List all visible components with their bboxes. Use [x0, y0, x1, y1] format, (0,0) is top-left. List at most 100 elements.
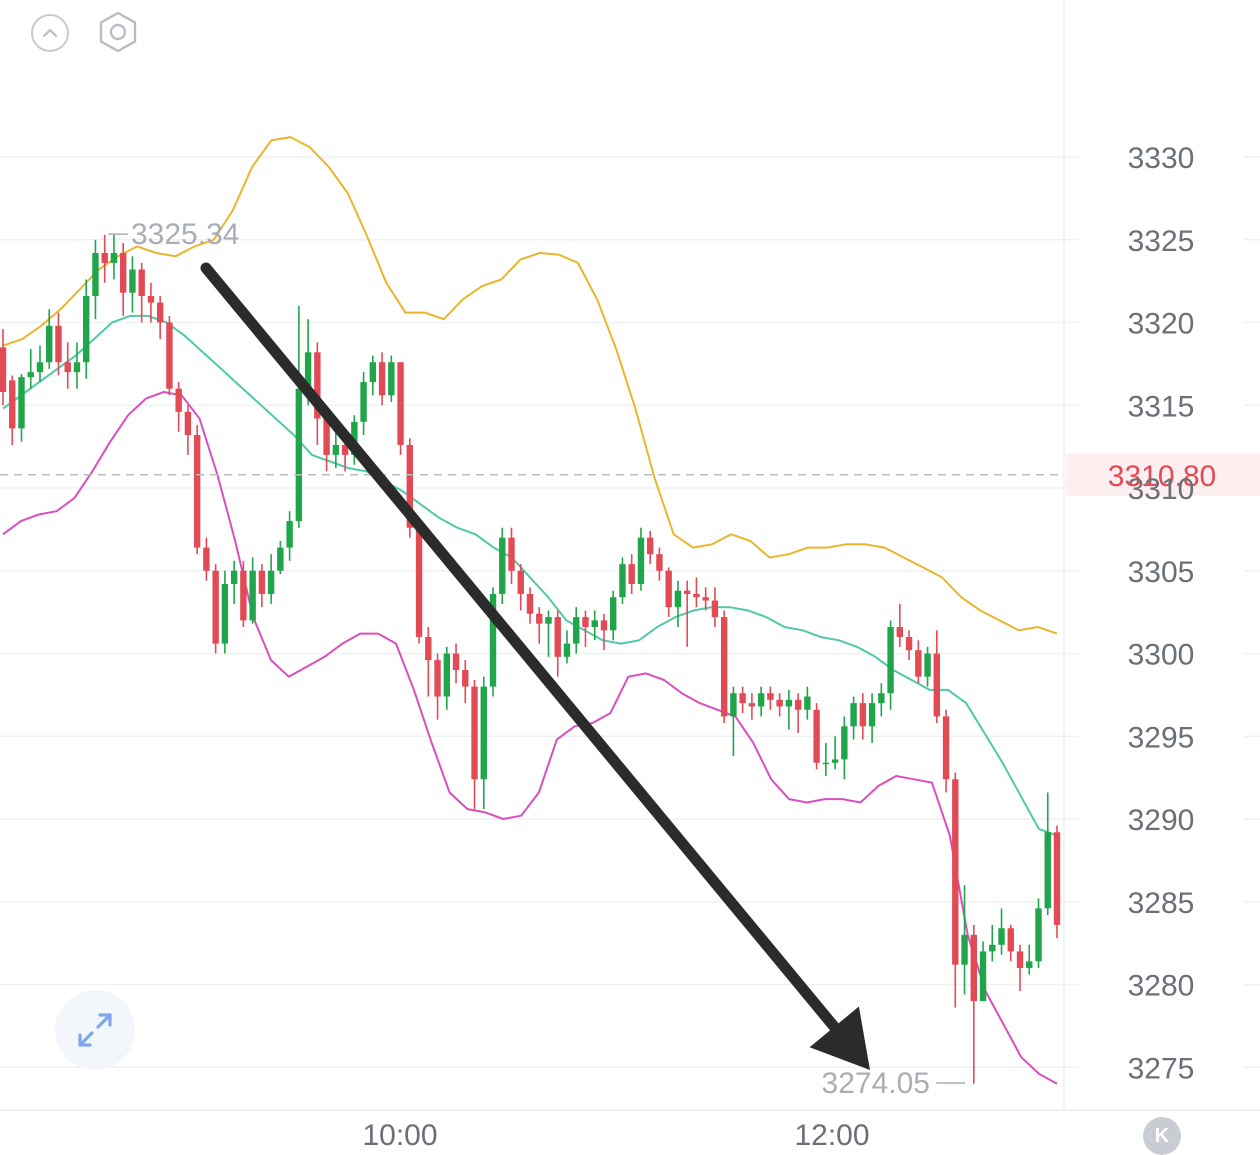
- candle: [656, 547, 663, 581]
- candle-body: [554, 617, 561, 657]
- candles: [0, 234, 1061, 1084]
- candle-body: [240, 570, 247, 621]
- candle-body: [517, 570, 524, 594]
- candle: [730, 686, 737, 757]
- candle-body: [582, 617, 589, 628]
- candle: [1044, 792, 1051, 915]
- candle: [166, 315, 173, 396]
- candle: [785, 689, 793, 730]
- candle-body: [489, 593, 497, 687]
- candle-body: [804, 696, 811, 710]
- candle: [258, 564, 266, 608]
- candle: [720, 610, 728, 724]
- candle-body: [1053, 832, 1061, 925]
- candle-body: [193, 435, 201, 548]
- candle: [674, 580, 682, 628]
- candle-body: [156, 302, 164, 323]
- candle-body: [9, 380, 16, 429]
- candle: [942, 709, 950, 793]
- candle: [9, 375, 16, 445]
- candle-body: [332, 444, 340, 455]
- candle: [425, 627, 432, 697]
- candle-body: [388, 362, 395, 396]
- candle: [221, 570, 229, 654]
- y-tick-label: 3300: [1128, 639, 1195, 672]
- x-tick-label: 12:00: [794, 1119, 869, 1152]
- collapse-button[interactable]: [31, 14, 69, 52]
- y-tick-label: 3315: [1128, 390, 1195, 423]
- candle-body: [961, 934, 968, 965]
- candle: [1035, 898, 1042, 968]
- y-tick-label: 3325: [1128, 225, 1195, 258]
- candle-body: [304, 352, 312, 389]
- candle-body: [813, 709, 820, 763]
- candle-body: [850, 703, 857, 727]
- candle: [240, 560, 247, 628]
- candle-body: [610, 597, 617, 631]
- candle-body: [119, 252, 127, 293]
- candle-body: [203, 547, 210, 571]
- y-tick-label: 3320: [1128, 308, 1195, 341]
- candle: [905, 630, 913, 661]
- candle-body: [110, 252, 118, 263]
- candle-body: [508, 537, 515, 571]
- candle-body: [591, 620, 598, 628]
- candle: [554, 610, 561, 677]
- candle: [665, 567, 672, 618]
- candle: [850, 696, 857, 740]
- candle: [794, 693, 802, 733]
- candle-body: [1016, 951, 1024, 968]
- k-line-toggle-button[interactable]: K: [1143, 1117, 1181, 1155]
- expand-button[interactable]: [55, 990, 135, 1070]
- candle-body: [739, 693, 746, 704]
- y-tick-label: 3330: [1128, 142, 1195, 175]
- candle: [369, 355, 377, 396]
- annotations: 3310.80 3325.34 3274.05: [0, 218, 1260, 1100]
- x-tick-label: 10:00: [362, 1119, 437, 1152]
- lower-band-line: [2, 391, 1058, 1085]
- candle-body: [573, 617, 580, 644]
- candle: [36, 345, 44, 383]
- candle-body: [415, 527, 423, 637]
- candle-body: [637, 537, 645, 584]
- candle-body: [27, 372, 34, 378]
- candle-body: [600, 620, 608, 631]
- candle: [1016, 944, 1024, 992]
- candle: [573, 607, 580, 654]
- candle: [582, 610, 589, 647]
- candle: [979, 941, 987, 1002]
- candle-body: [452, 653, 460, 671]
- candle-body: [286, 521, 293, 548]
- candle: [55, 312, 62, 376]
- candle-body: [878, 693, 885, 704]
- candle-body: [434, 660, 441, 697]
- candle: [64, 342, 71, 389]
- candle-body: [933, 653, 941, 717]
- candle-body: [184, 411, 192, 436]
- candle-body: [36, 362, 44, 373]
- candle-body: [499, 537, 506, 594]
- candle-body: [656, 554, 663, 571]
- candle: [887, 620, 894, 710]
- candle-body: [166, 322, 173, 389]
- candle: [536, 607, 543, 644]
- candle: [489, 587, 497, 697]
- candle-body: [443, 653, 450, 697]
- candle: [175, 382, 182, 432]
- candle: [748, 693, 756, 720]
- settings-button[interactable]: [96, 10, 140, 54]
- trend-arrow-head: [809, 1006, 870, 1070]
- candle: [129, 256, 136, 313]
- candle-body: [258, 570, 266, 594]
- candle-body: [831, 759, 839, 763]
- candle: [203, 537, 210, 581]
- candle: [526, 587, 534, 624]
- candle: [397, 362, 404, 455]
- y-tick-label: 3310: [1128, 473, 1195, 506]
- y-tick-label: 3295: [1128, 721, 1195, 754]
- candle-body: [0, 347, 7, 393]
- candle-body: [138, 269, 145, 297]
- candle: [924, 646, 931, 687]
- candle-body: [323, 418, 330, 455]
